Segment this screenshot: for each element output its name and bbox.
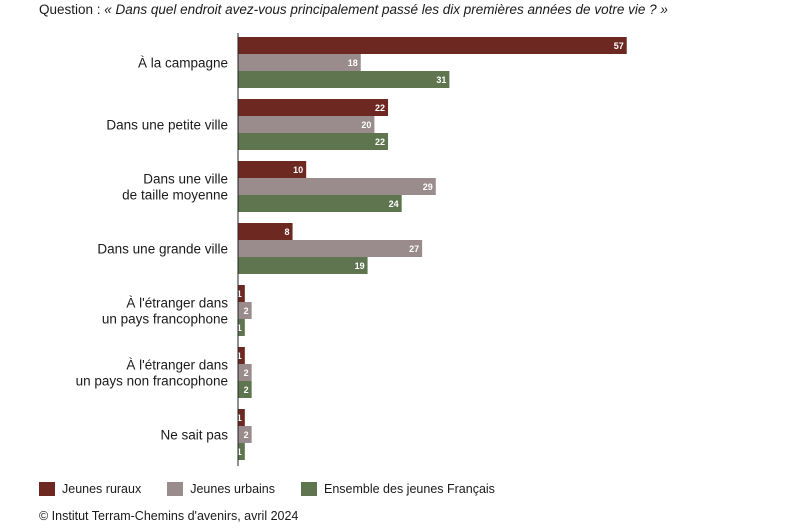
bar-a-l-etranger-dans-un-pays-non-francophone-ensemble-des-jeunes-francais: [238, 381, 252, 398]
legend-swatch-all: [301, 482, 317, 496]
legend: Jeunes ruraux Jeunes urbains Ensemble de…: [39, 482, 521, 496]
data-label-ne-sait-pas-jeunes-urbains: 2: [244, 430, 249, 440]
category-label-a-l-etranger-dans-un-pays-non-francophone: À l'étranger dans un pays non francophone: [76, 358, 229, 389]
data-label-a-l-etranger-dans-un-pays-non-francophone-ensemble-des-jeunes-francais: 2: [244, 385, 249, 395]
legend-item-all: Ensemble des jeunes Français: [301, 482, 495, 496]
bar-a-la-campagne-jeunes-ruraux: [238, 37, 627, 54]
legend-label-all: Ensemble des jeunes Français: [324, 482, 495, 496]
data-label-a-l-etranger-dans-un-pays-francophone-jeunes-ruraux: 1: [237, 289, 242, 299]
source-footer: © Institut Terram-Chemins d'avenirs, avr…: [39, 509, 299, 523]
bar-a-l-etranger-dans-un-pays-francophone-jeunes-ruraux: [238, 285, 245, 302]
bar-a-l-etranger-dans-un-pays-francophone-ensemble-des-jeunes-francais: [238, 319, 245, 336]
category-label-a-l-etranger-dans-un-pays-francophone: À l'étranger dans un pays francophone: [102, 296, 228, 327]
data-label-dans-une-grande-ville-jeunes-urbains: 27: [409, 244, 419, 254]
bar-dans-une-petite-ville-ensemble-des-jeunes-francais: [238, 133, 389, 150]
legend-swatch-rural: [39, 482, 55, 496]
legend-label-urban: Jeunes urbains: [190, 482, 275, 496]
bar-a-la-campagne-jeunes-urbains: [238, 54, 361, 71]
legend-swatch-urban: [167, 482, 184, 496]
bar-a-la-campagne-ensemble-des-jeunes-francais: [238, 71, 450, 88]
legend-item-rural: Jeunes ruraux: [39, 482, 141, 496]
bar-dans-une-ville-de-taille-moyenne-ensemble-des-jeunes-francais: [238, 195, 402, 212]
bar-dans-une-petite-ville-jeunes-ruraux: [238, 99, 389, 116]
question-prefix: Question :: [39, 2, 105, 17]
data-label-a-la-campagne-ensemble-des-jeunes-francais: 31: [436, 75, 446, 85]
data-label-dans-une-ville-de-taille-moyenne-jeunes-ruraux: 10: [293, 165, 303, 175]
category-label-dans-une-grande-ville: Dans une grande ville: [97, 242, 228, 257]
data-label-ne-sait-pas-ensemble-des-jeunes-francais: 1: [237, 447, 242, 457]
data-label-a-l-etranger-dans-un-pays-non-francophone-jeunes-ruraux: 1: [237, 351, 242, 361]
data-label-dans-une-grande-ville-ensemble-des-jeunes-francais: 19: [355, 261, 365, 271]
bar-ne-sait-pas-jeunes-urbains: [238, 426, 252, 443]
bar-dans-une-grande-ville-jeunes-urbains: [238, 240, 423, 257]
chart-title: Question : « Dans quel endroit avez-vous…: [39, 2, 668, 17]
bar-a-l-etranger-dans-un-pays-francophone-jeunes-urbains: [238, 302, 252, 319]
bar-dans-une-ville-de-taille-moyenne-jeunes-ruraux: [238, 161, 307, 178]
bar-ne-sait-pas-jeunes-ruraux: [238, 409, 245, 426]
legend-item-urban: Jeunes urbains: [167, 482, 275, 496]
data-label-dans-une-petite-ville-jeunes-ruraux: 22: [375, 103, 385, 113]
category-label-dans-une-ville-de-taille-moyenne: Dans une ville de taille moyenne: [122, 172, 228, 203]
data-label-dans-une-ville-de-taille-moyenne-ensemble-des-jeunes-francais: 24: [389, 199, 399, 209]
data-label-dans-une-ville-de-taille-moyenne-jeunes-urbains: 29: [423, 182, 433, 192]
bar-ne-sait-pas-ensemble-des-jeunes-francais: [238, 443, 245, 460]
data-label-dans-une-petite-ville-ensemble-des-jeunes-francais: 22: [375, 137, 385, 147]
bar-dans-une-grande-ville-jeunes-ruraux: [238, 223, 293, 240]
bar-dans-une-grande-ville-ensemble-des-jeunes-francais: [238, 257, 368, 274]
bar-a-l-etranger-dans-un-pays-non-francophone-jeunes-ruraux: [238, 347, 245, 364]
data-label-a-l-etranger-dans-un-pays-francophone-jeunes-urbains: 2: [244, 306, 249, 316]
category-label-dans-une-petite-ville: Dans une petite ville: [106, 118, 228, 133]
category-label-a-la-campagne: À la campagne: [138, 56, 228, 71]
data-label-a-l-etranger-dans-un-pays-francophone-ensemble-des-jeunes-francais: 1: [237, 323, 242, 333]
bar-dans-une-ville-de-taille-moyenne-jeunes-urbains: [238, 178, 436, 195]
legend-label-rural: Jeunes ruraux: [62, 482, 142, 496]
bar-a-l-etranger-dans-un-pays-non-francophone-jeunes-urbains: [238, 364, 252, 381]
data-label-dans-une-grande-ville-jeunes-ruraux: 8: [285, 227, 290, 237]
data-label-a-la-campagne-jeunes-ruraux: 57: [614, 41, 624, 51]
data-label-ne-sait-pas-jeunes-ruraux: 1: [237, 413, 242, 423]
data-label-a-la-campagne-jeunes-urbains: 18: [348, 58, 358, 68]
bar-dans-une-petite-ville-jeunes-urbains: [238, 116, 375, 133]
category-label-ne-sait-pas: Ne sait pas: [160, 428, 228, 443]
data-label-a-l-etranger-dans-un-pays-non-francophone-jeunes-urbains: 2: [244, 368, 249, 378]
data-label-dans-une-petite-ville-jeunes-urbains: 20: [361, 120, 371, 130]
question-text: « Dans quel endroit avez-vous principale…: [104, 2, 668, 17]
